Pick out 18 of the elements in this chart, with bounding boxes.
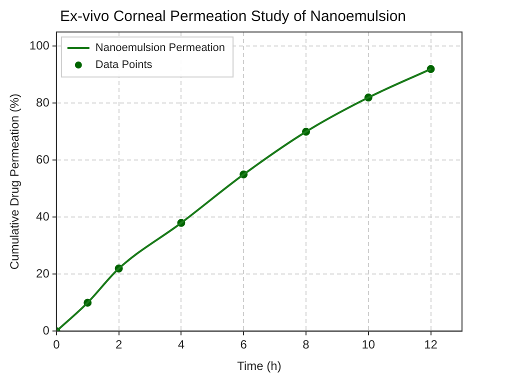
x-tick-label: 10 bbox=[362, 338, 376, 352]
x-tick-label: 2 bbox=[115, 338, 122, 352]
x-tick-label: 6 bbox=[240, 338, 248, 352]
x-tick-label: 0 bbox=[53, 338, 60, 352]
x-tick-label: 8 bbox=[302, 338, 310, 352]
y-tick-label: 40 bbox=[36, 210, 50, 224]
legend-label: Data Points bbox=[95, 59, 153, 72]
x-tick-label: 4 bbox=[178, 338, 185, 352]
y-tick-label: 0 bbox=[42, 324, 50, 338]
legend-label: Nanoemulsion Permeation bbox=[95, 42, 226, 54]
x-tick-label: 12 bbox=[424, 338, 438, 352]
y-tick-label: 100 bbox=[29, 38, 50, 53]
y-tick-label: 80 bbox=[36, 96, 50, 110]
chart-title: Ex-vivo Corneal Permeation Study of Nanoemulsion bbox=[60, 8, 406, 26]
y-tick-label: 60 bbox=[36, 152, 50, 167]
y-axis-title: Cumulative Drug Permeation (%) bbox=[8, 94, 22, 270]
x-axis-title: Time (h) bbox=[237, 359, 282, 374]
y-tick-label: 20 bbox=[36, 266, 50, 281]
